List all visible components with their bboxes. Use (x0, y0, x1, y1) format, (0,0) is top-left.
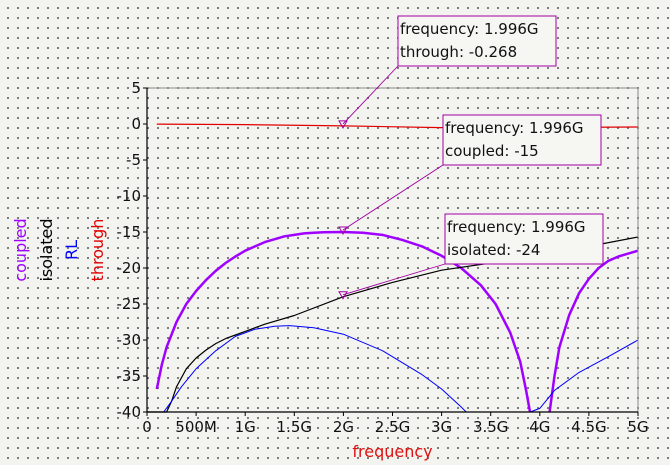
y-tick-label: -40 (117, 403, 142, 421)
y-tick-labels: 5 0 -5 -10 -15 -20 -25 -30 -35 -40 (117, 79, 147, 421)
y-tick-label: -20 (117, 259, 142, 277)
x-axis-label: frequency (352, 442, 432, 461)
y-axis-label-coupled: coupled (11, 218, 30, 281)
marker-triangle[interactable] (338, 291, 348, 300)
y-tick-label: 5 (131, 79, 141, 97)
marker-leader-line (342, 164, 444, 231)
x-tick-label: 3G (431, 418, 452, 436)
y-tick-label: -30 (117, 331, 142, 349)
y-axis-label-isolated: isolated (37, 218, 56, 281)
y-tick-label: -5 (126, 151, 141, 169)
x-tick-label: 2.5G (375, 418, 410, 436)
y-axis-labels: coupled isolated RL through (11, 218, 107, 281)
y-axis-label-rl: RL (62, 240, 81, 260)
marker-text: isolated: -24 (447, 241, 540, 259)
marker-leader-line (342, 65, 399, 125)
series-line-coupled (548, 249, 639, 413)
marker-triangle[interactable] (338, 120, 348, 129)
y-axis-label-through: through (88, 219, 107, 282)
marker-text: frequency: 1.996G (447, 218, 586, 236)
x-tick-label: 4.5G (571, 418, 606, 436)
x-tick-label: 4G (529, 418, 550, 436)
x-tick-label: 1G (235, 418, 256, 436)
y-tick-label: -15 (117, 223, 142, 241)
series-line-RL (147, 325, 639, 413)
series-lines (147, 123, 639, 413)
markers: frequency: 1.996G through: -0.268 frequenc… (338, 15, 604, 300)
marker-box[interactable] (442, 114, 602, 166)
marker-box[interactable] (397, 15, 557, 67)
y-tick-label: 0 (131, 115, 141, 133)
marker-text: frequency: 1.996G (445, 119, 584, 137)
x-tick-label: 0 (142, 418, 152, 436)
marker-leader-line (342, 263, 446, 296)
x-tick-label: 5G (627, 418, 648, 436)
marker-text: frequency: 1.996G (400, 20, 539, 38)
y-tick-label: -10 (117, 187, 142, 205)
marker-triangle[interactable] (338, 226, 348, 236)
marker-box[interactable] (444, 213, 604, 265)
x-tick-label: 3.5G (473, 418, 508, 436)
series-line-coupled (155, 230, 532, 413)
marker-text: through: -0.268 (400, 43, 517, 61)
y-tick-label: -35 (117, 367, 142, 385)
marker-text: coupled: -15 (445, 142, 539, 160)
x-tick-label: 2G (333, 418, 354, 436)
x-tick-labels: 0 500M 1G 1.5G 2G 2.5G 3G 3.5G 4G 4.5G 5G (142, 412, 649, 436)
y-tick-label: -25 (117, 295, 142, 313)
x-tick-label: 1.5G (277, 418, 312, 436)
x-tick-label: 500M (175, 418, 217, 436)
